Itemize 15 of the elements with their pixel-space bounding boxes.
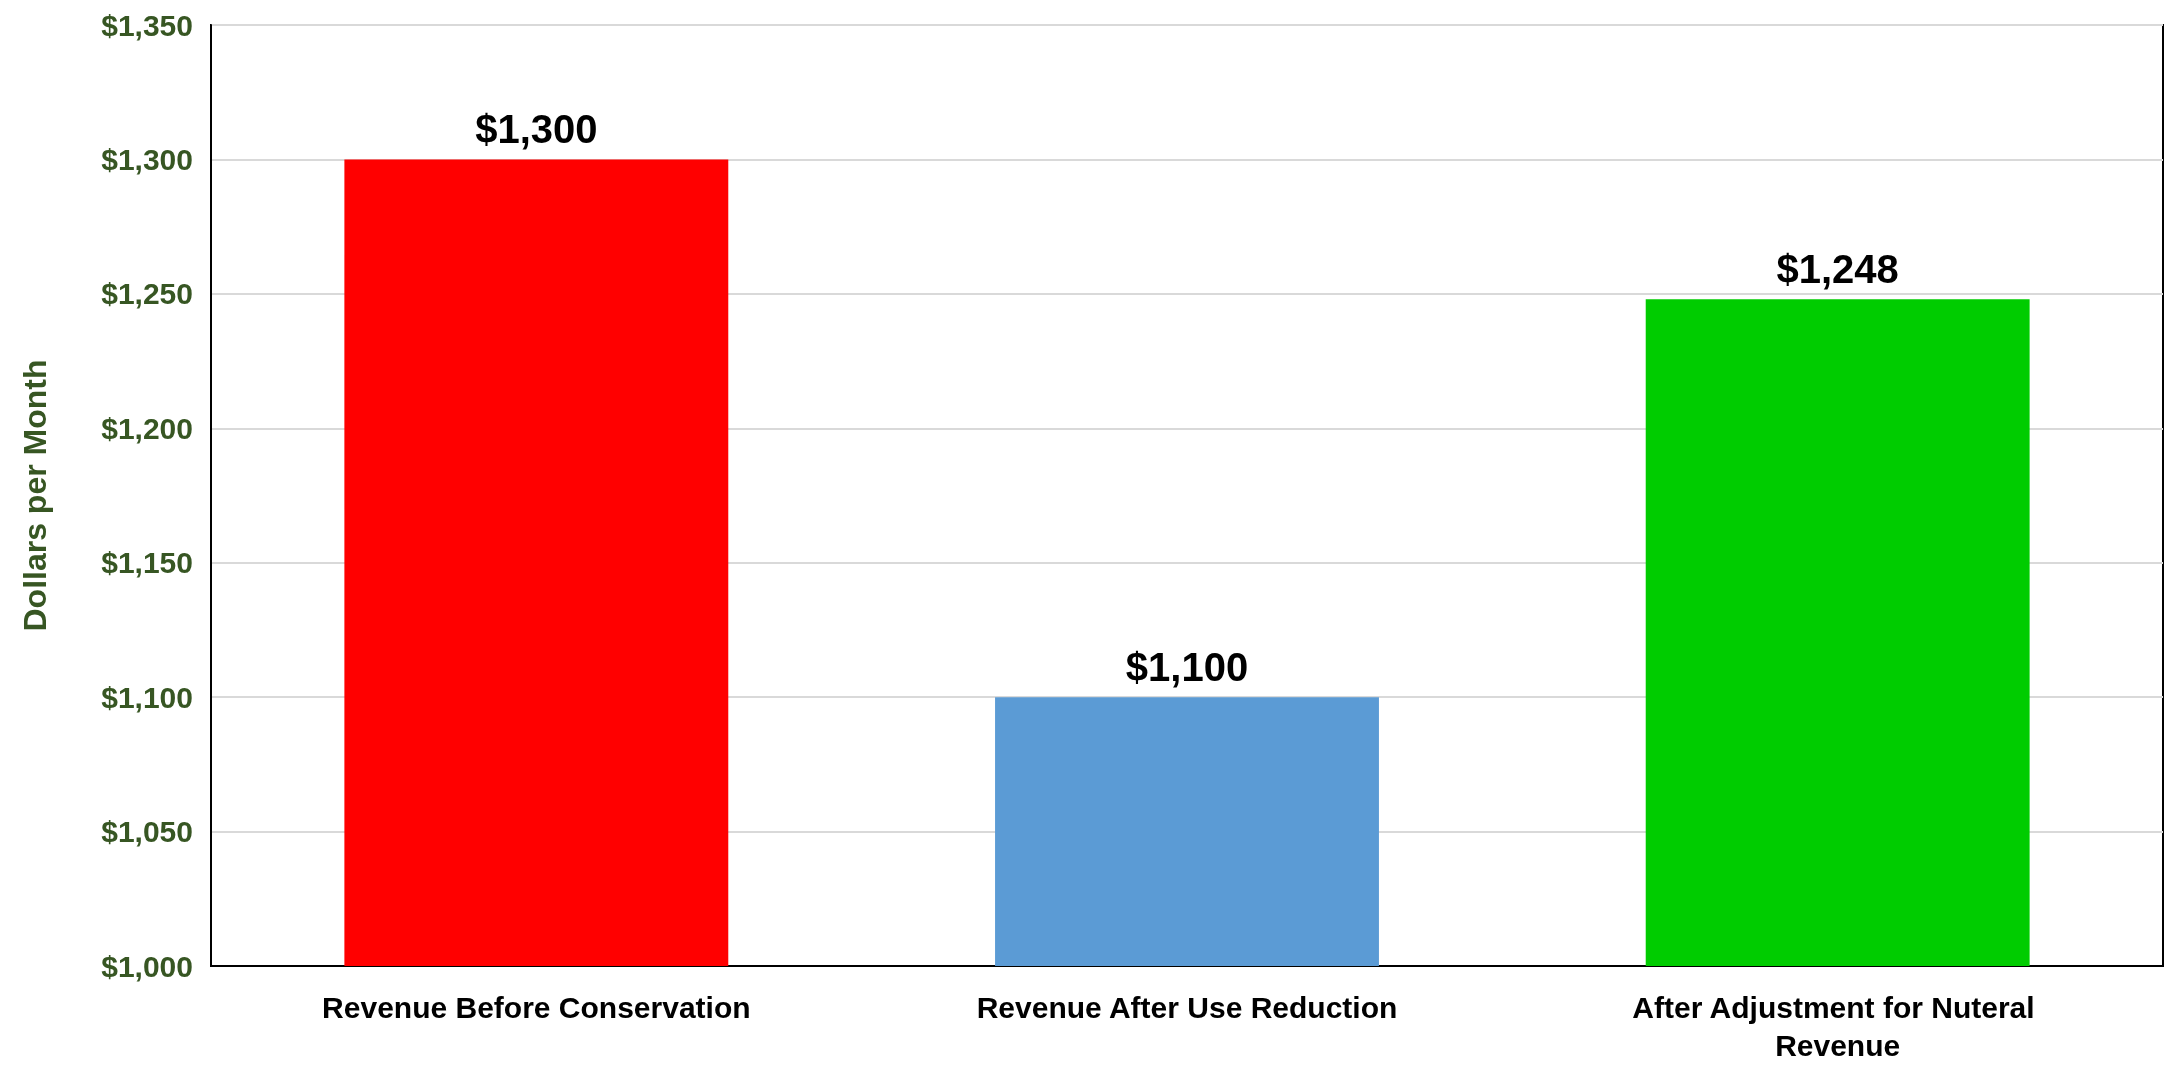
data-label: $1,248	[1776, 247, 1899, 292]
y-tick-label: $1,150	[101, 546, 193, 580]
y-tick-label: $1,050	[101, 815, 193, 849]
y-tick-label: $1,000	[101, 949, 193, 983]
y-tick-label: $1,200	[101, 411, 193, 445]
y-tick-label: $1,250	[101, 277, 193, 311]
y-tick-label: $1,100	[101, 680, 193, 714]
x-tick-label: After Adjustment for Nuteral Revenue	[1632, 990, 2043, 1062]
y-axis-title: Dollars per Month	[17, 359, 53, 632]
data-label: $1,300	[475, 107, 598, 152]
data-label: $1,100	[1125, 645, 1249, 690]
x-tick-label: Revenue After Use Reduction	[976, 990, 1398, 1024]
y-tick-label: $1,300	[101, 142, 193, 176]
y-tick-label: $1,350	[101, 8, 193, 42]
x-tick-label: Revenue Before Conservation	[322, 990, 751, 1024]
